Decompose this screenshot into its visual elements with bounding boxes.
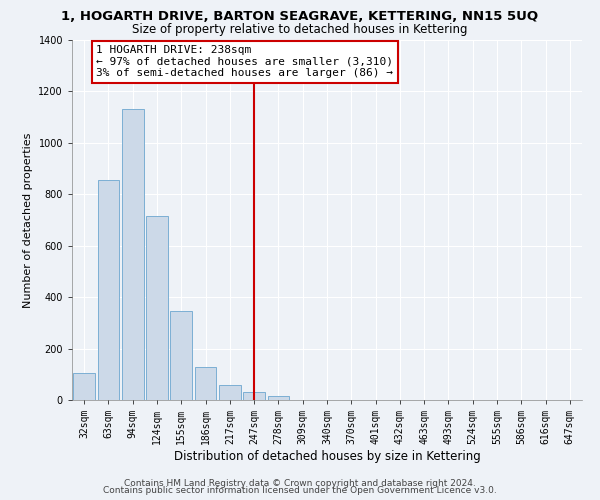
X-axis label: Distribution of detached houses by size in Kettering: Distribution of detached houses by size …	[173, 450, 481, 463]
Bar	[73, 373, 95, 400]
Text: 1, HOGARTH DRIVE, BARTON SEAGRAVE, KETTERING, NN15 5UQ: 1, HOGARTH DRIVE, BARTON SEAGRAVE, KETTE…	[61, 10, 539, 23]
Text: 1 HOGARTH DRIVE: 238sqm
← 97% of detached houses are smaller (3,310)
3% of semi-: 1 HOGARTH DRIVE: 238sqm ← 97% of detache…	[96, 45, 393, 78]
Bar	[268, 396, 289, 400]
Text: Contains public sector information licensed under the Open Government Licence v3: Contains public sector information licen…	[103, 486, 497, 495]
Bar	[97, 180, 119, 400]
Bar	[219, 384, 241, 400]
Bar	[243, 392, 265, 400]
Bar	[194, 366, 217, 400]
Bar	[122, 110, 143, 400]
Bar	[170, 312, 192, 400]
Y-axis label: Number of detached properties: Number of detached properties	[23, 132, 33, 308]
Text: Size of property relative to detached houses in Kettering: Size of property relative to detached ho…	[132, 22, 468, 36]
Bar	[146, 216, 168, 400]
Text: Contains HM Land Registry data © Crown copyright and database right 2024.: Contains HM Land Registry data © Crown c…	[124, 478, 476, 488]
